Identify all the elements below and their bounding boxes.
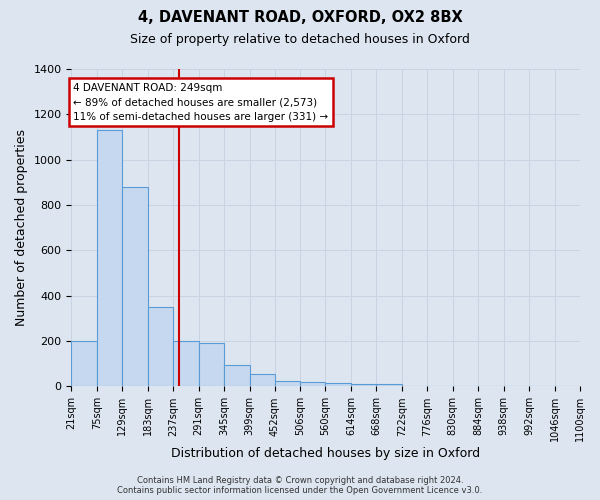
Bar <box>351 384 376 386</box>
Bar <box>199 344 224 386</box>
Bar <box>275 381 300 386</box>
Bar <box>148 307 173 386</box>
Bar <box>250 374 275 386</box>
Bar <box>97 130 122 386</box>
Y-axis label: Number of detached properties: Number of detached properties <box>15 129 28 326</box>
Bar <box>71 341 97 386</box>
Bar <box>325 383 351 386</box>
Bar <box>173 341 199 386</box>
Text: 4 DAVENANT ROAD: 249sqm
← 89% of detached houses are smaller (2,573)
11% of semi: 4 DAVENANT ROAD: 249sqm ← 89% of detache… <box>73 82 328 122</box>
Text: 4, DAVENANT ROAD, OXFORD, OX2 8BX: 4, DAVENANT ROAD, OXFORD, OX2 8BX <box>137 10 463 25</box>
Text: Size of property relative to detached houses in Oxford: Size of property relative to detached ho… <box>130 32 470 46</box>
Bar <box>224 365 250 386</box>
X-axis label: Distribution of detached houses by size in Oxford: Distribution of detached houses by size … <box>171 447 480 460</box>
Text: Contains HM Land Registry data © Crown copyright and database right 2024.
Contai: Contains HM Land Registry data © Crown c… <box>118 476 482 495</box>
Bar <box>122 187 148 386</box>
Bar <box>300 382 325 386</box>
Bar <box>376 384 402 386</box>
